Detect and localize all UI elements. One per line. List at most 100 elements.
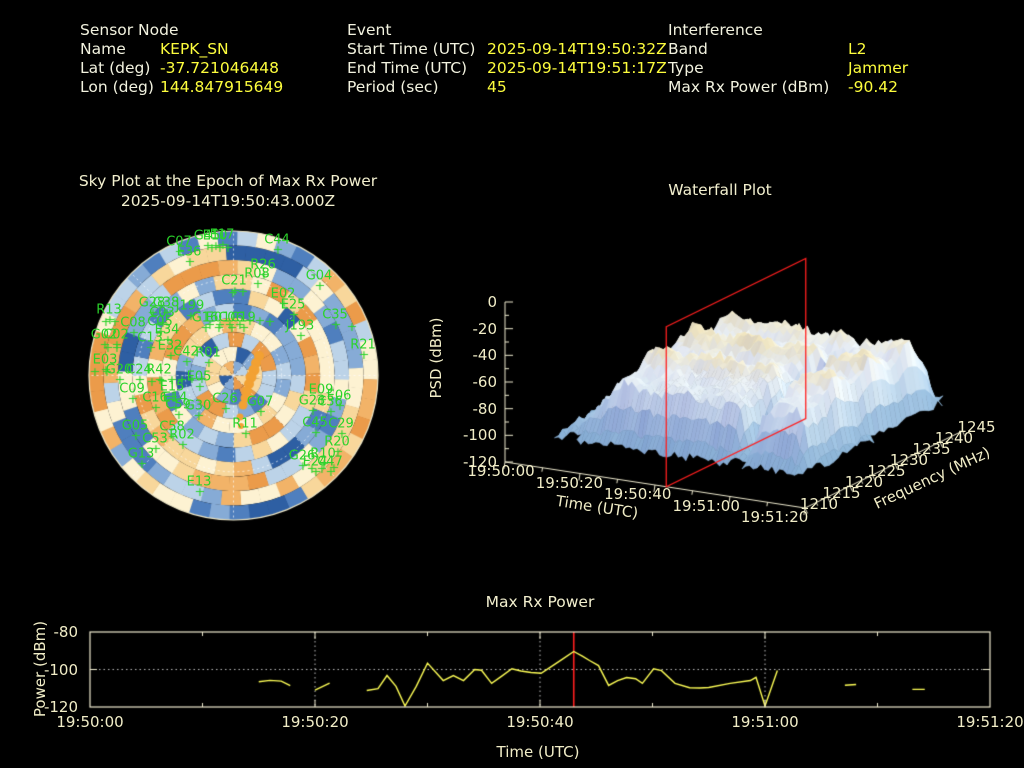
satellite-label-E36: E36 bbox=[176, 244, 202, 260]
interference-type-label: Type bbox=[668, 59, 704, 77]
satellite-label-R26: R26 bbox=[250, 257, 276, 273]
wf-freq-tick: 1225 bbox=[867, 462, 906, 480]
waterfall-psd-axis-label: PSD (dBm) bbox=[427, 317, 445, 399]
power-x-tick: 19:50:00 bbox=[56, 713, 124, 731]
satellite-label-R11: R11 bbox=[232, 416, 258, 432]
wf-freq-tick: 1245 bbox=[957, 418, 996, 436]
sensor-lon-value: 144.847915649 bbox=[160, 78, 284, 96]
satellite-label-R10: R10 bbox=[310, 446, 336, 462]
event-section-title: Event bbox=[347, 21, 392, 39]
satellite-label-R01: R01 bbox=[195, 345, 221, 361]
satellite-label-G20: G20 bbox=[105, 362, 133, 378]
interference-band-value: L2 bbox=[848, 40, 867, 58]
sensor-name-label: Name bbox=[80, 40, 126, 58]
satellite-label-E13: E13 bbox=[186, 474, 212, 490]
wf-freq-tick: 1230 bbox=[889, 451, 929, 469]
interference-type-value: Jammer bbox=[848, 59, 909, 77]
power-y-tick: -120 bbox=[43, 698, 78, 716]
satellite-label-E10: E10 bbox=[202, 228, 228, 244]
wf-freq-tick: 1215 bbox=[822, 484, 861, 502]
satellite-label-G02: G02 bbox=[90, 327, 118, 343]
satellite-label-C21: C21 bbox=[221, 273, 247, 289]
wf-freq-tick: 1210 bbox=[799, 495, 839, 513]
satellite-label-E15: E15 bbox=[159, 379, 185, 395]
interference-band-label: Band bbox=[668, 40, 708, 58]
event-start-value: 2025-09-14T19:50:32Z bbox=[487, 40, 667, 58]
wf-psd-tick: -100 bbox=[462, 426, 497, 445]
event-period-label: Period (sec) bbox=[347, 78, 439, 96]
satellite-label-E17: E17 bbox=[209, 227, 235, 243]
satellite-label-R21: R21 bbox=[350, 337, 376, 353]
satellite-label-G04: G04 bbox=[305, 268, 333, 284]
satellite-label-C42: C42 bbox=[173, 344, 199, 360]
power-chart-title: Max Rx Power bbox=[485, 593, 595, 611]
sensor-lat-label: Lat (deg) bbox=[80, 59, 151, 77]
satellite-label-E06: E06 bbox=[326, 388, 352, 404]
satellite-label-C19: C19 bbox=[230, 310, 256, 326]
wf-psd-tick: -120 bbox=[462, 453, 497, 471]
satellite-label-R02: R02 bbox=[169, 427, 195, 443]
satellite-label-G45: G45 bbox=[193, 228, 221, 244]
wf-time-tick: 19:50:40 bbox=[604, 485, 672, 503]
power-y-tick: -100 bbox=[43, 660, 78, 679]
interference-section-title: Interference bbox=[668, 21, 763, 39]
satellite-label-G05: G05 bbox=[121, 418, 149, 434]
satellite-label-C47: C47 bbox=[317, 454, 343, 470]
sensor-lon-label: Lon (deg) bbox=[80, 78, 154, 96]
event-period-value: 45 bbox=[487, 78, 507, 96]
wf-psd-tick: -80 bbox=[472, 399, 498, 418]
power-y-tick: -80 bbox=[53, 623, 79, 641]
satellite-label-C08: C08 bbox=[120, 315, 146, 331]
wf-freq-tick: 1235 bbox=[912, 440, 951, 458]
wf-time-tick: 19:50:20 bbox=[535, 473, 604, 492]
satellite-label-R13: R13 bbox=[96, 302, 122, 318]
satellite-label-C06: C06 bbox=[218, 310, 244, 326]
satellite-label-C29: C29 bbox=[328, 416, 354, 432]
interference-power-label: Max Rx Power (dBm) bbox=[668, 78, 830, 96]
satellite-label-G28: G28 bbox=[138, 295, 166, 311]
satellite-label-R42: R42 bbox=[146, 362, 172, 378]
power-x-axis-label: Time (UTC) bbox=[496, 743, 580, 761]
satellite-label-E25: E25 bbox=[280, 297, 306, 313]
satellite-label-G26: G26 bbox=[288, 448, 316, 464]
satellite-label-C58: C58 bbox=[159, 419, 185, 435]
skyplot-subtitle: 2025-09-14T19:50:43.000Z bbox=[120, 192, 336, 210]
wf-psd-tick: -40 bbox=[472, 346, 498, 365]
satellite-label-E14: E14 bbox=[162, 390, 188, 406]
satellite-label-G30: G30 bbox=[184, 398, 212, 414]
wf-time-tick: 19:51:20 bbox=[740, 508, 809, 526]
satellite-label-C36: C36 bbox=[317, 394, 343, 410]
power-x-tick: 19:51:20 bbox=[956, 713, 1024, 731]
satellite-label-G23: G23 bbox=[298, 393, 326, 409]
satellite-label-C05: C05 bbox=[147, 314, 173, 330]
satellite-label-G38: G38 bbox=[152, 295, 180, 311]
satellite-label-G16: G16 bbox=[191, 310, 219, 326]
power-x-tick: 19:50:20 bbox=[281, 713, 349, 731]
waterfall-title: Waterfall Plot bbox=[668, 181, 772, 199]
satellite-label-E03: E03 bbox=[92, 352, 118, 368]
sensor-section-title: Sensor Node bbox=[80, 21, 179, 39]
interference-power-value: -90.42 bbox=[848, 78, 898, 96]
satellite-label-E02: E02 bbox=[270, 286, 296, 302]
satellite-label-E05: E05 bbox=[186, 369, 212, 385]
satellite-label-E01: E01 bbox=[205, 310, 231, 326]
satellite-label-R08: R08 bbox=[244, 266, 270, 282]
satellite-label-E34: E34 bbox=[154, 322, 180, 338]
sensor-lat-value: -37.721046448 bbox=[160, 59, 279, 77]
satellite-label-C53: C53 bbox=[142, 431, 168, 447]
event-end-label: End Time (UTC) bbox=[347, 59, 468, 77]
satellite-label-C07: C07 bbox=[166, 234, 192, 250]
satellite-label-C13: C13 bbox=[137, 330, 163, 346]
satellite-label-C44: C44 bbox=[264, 232, 290, 248]
wf-psd-tick: -20 bbox=[472, 319, 498, 338]
satellite-label-C59: C59 bbox=[165, 397, 191, 413]
satellite-label-J193: J193 bbox=[285, 318, 315, 334]
power-x-tick: 19:50:40 bbox=[506, 713, 574, 731]
satellite-label-G13: G13 bbox=[127, 446, 155, 462]
satellite-label-C16: C16 bbox=[142, 390, 168, 406]
wf-psd-tick: -60 bbox=[472, 373, 498, 391]
satellite-label-C24: C24 bbox=[126, 362, 152, 378]
satellite-label-C03: C03 bbox=[149, 305, 175, 321]
sensor-name-value: KEPK_SN bbox=[160, 40, 229, 58]
